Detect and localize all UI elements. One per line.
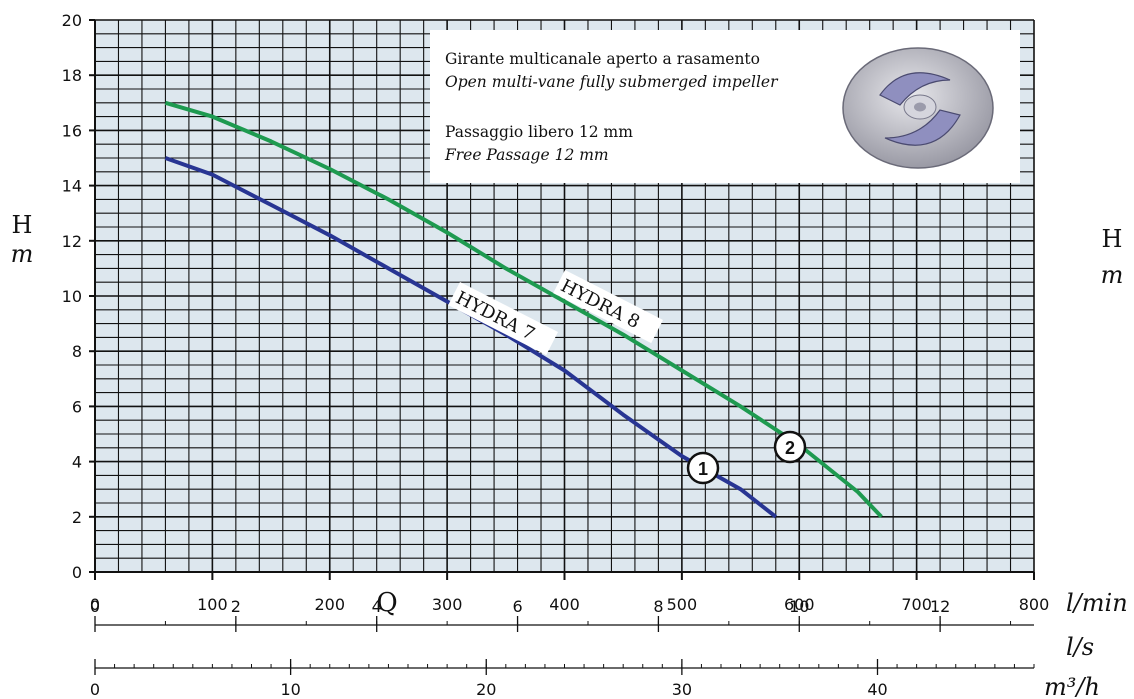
y-tick-label: 10	[62, 287, 82, 306]
y-tick-label: 18	[62, 66, 82, 85]
x-unit-m3h: m³/h	[1044, 673, 1100, 699]
y-tick-label: 8	[72, 342, 82, 361]
y-tick-label: 4	[72, 453, 82, 472]
info-line2: Open multi-vane fully submerged impeller	[445, 73, 779, 91]
secondary-tick-label: 10	[280, 680, 300, 699]
right-label-top: H	[1102, 225, 1123, 253]
secondary-tick-label: 30	[672, 680, 692, 699]
y-axis-unit: m	[11, 240, 34, 268]
info-line1: Girante multicanale aperto a rasamento	[445, 50, 760, 68]
x-unit-ls: l/s	[1066, 633, 1094, 661]
y-tick-label: 0	[72, 563, 82, 582]
marker-2: 2	[773, 430, 807, 464]
secondary-tick-label: 40	[867, 680, 887, 699]
secondary-tick-label: 6	[512, 597, 522, 616]
secondary-tick-label: 0	[90, 680, 100, 699]
secondary-tick-label: 2	[231, 597, 241, 616]
y-tick-label: 2	[72, 508, 82, 527]
x-tick-label: 500	[667, 595, 698, 614]
y-tick-label: 20	[62, 11, 82, 30]
x-tick-label: 800	[1019, 595, 1050, 614]
marker-1-text: 1	[698, 459, 708, 479]
y-tick-label: 16	[62, 121, 82, 140]
x-tick-label: 300	[432, 595, 463, 614]
impeller-icon	[842, 43, 1018, 173]
x-unit-lmin: l/min	[1066, 589, 1128, 617]
y-tick-label: 14	[62, 177, 82, 196]
marker-1: 1	[686, 451, 720, 485]
x-tick-label: 200	[314, 595, 345, 614]
x-tick-label: 700	[901, 595, 932, 614]
secondary-tick-label: 20	[476, 680, 496, 699]
x-tick-label: 100	[197, 595, 228, 614]
marker-2-text: 2	[785, 438, 795, 458]
x-tick-label: 400	[549, 595, 580, 614]
secondary-tick-label: 4	[372, 597, 382, 616]
y-tick-label: 12	[62, 232, 82, 251]
x-tick-label: 600	[784, 595, 815, 614]
secondary-tick-label: 8	[653, 597, 663, 616]
info-box: Girante multicanale aperto a rasamento O…	[430, 30, 1020, 183]
y-tick-label: 6	[72, 397, 82, 416]
x-tick-label: 0	[90, 595, 100, 614]
y-axis-label: H	[12, 211, 33, 239]
right-label-bottom: m	[1101, 261, 1124, 289]
secondary-tick-label: 12	[930, 597, 950, 616]
secondary-tick-label: 0	[90, 597, 100, 616]
info-line4: Free Passage 12 mm	[444, 146, 609, 164]
info-line3: Passaggio libero 12 mm	[445, 123, 633, 141]
secondary-tick-label: 10	[789, 597, 809, 616]
x-axis-label: Q	[376, 588, 397, 618]
